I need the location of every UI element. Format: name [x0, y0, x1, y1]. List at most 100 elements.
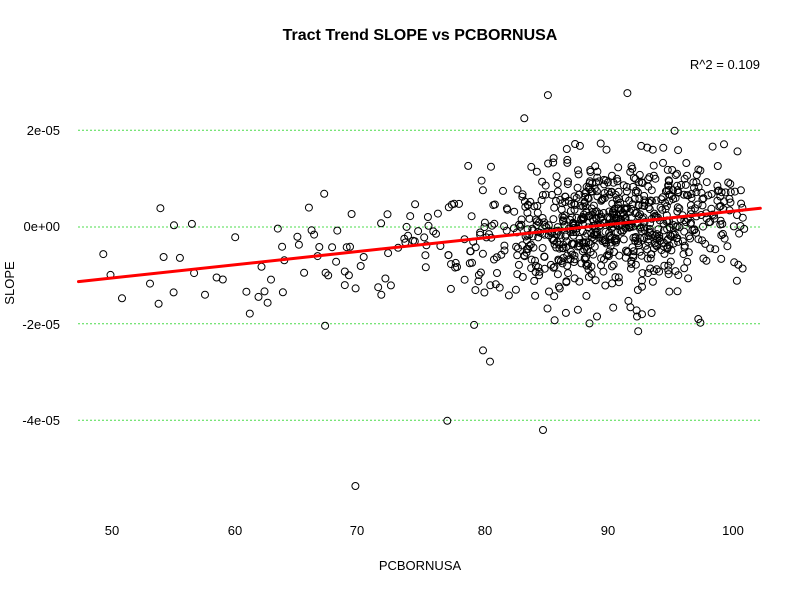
data-point	[545, 287, 553, 296]
data-point	[664, 235, 673, 244]
data-point	[582, 188, 591, 196]
data-point	[596, 139, 605, 148]
data-point	[563, 180, 572, 189]
data-point	[699, 254, 708, 263]
data-point	[522, 236, 531, 245]
data-point	[735, 229, 744, 238]
data-point	[527, 264, 536, 273]
data-point	[619, 181, 628, 190]
data-point	[523, 208, 532, 217]
data-point	[597, 212, 606, 221]
data-point	[630, 194, 639, 203]
data-point	[601, 238, 610, 247]
data-point	[673, 287, 682, 296]
data-point	[518, 192, 527, 201]
data-point	[627, 264, 635, 273]
data-point	[340, 267, 349, 276]
data-point	[627, 259, 636, 268]
data-point	[278, 242, 287, 251]
data-point	[655, 267, 664, 276]
data-point	[530, 202, 539, 211]
data-point	[170, 221, 178, 230]
data-point	[663, 225, 672, 234]
data-point	[562, 230, 570, 239]
data-point	[532, 221, 541, 230]
data-point	[730, 258, 739, 267]
data-point	[550, 292, 559, 301]
data-point	[686, 219, 695, 228]
data-point	[570, 255, 579, 264]
data-point	[724, 178, 733, 187]
data-point	[603, 178, 612, 187]
data-point	[647, 309, 656, 317]
data-point	[673, 234, 682, 243]
data-point	[490, 219, 499, 228]
data-point	[321, 321, 330, 330]
data-point	[467, 212, 476, 221]
data-point	[553, 179, 562, 188]
data-point	[664, 181, 673, 190]
data-point	[588, 233, 597, 242]
data-point	[307, 226, 316, 235]
data-point	[513, 270, 522, 279]
data-point	[522, 248, 531, 257]
data-point	[549, 154, 558, 163]
data-point	[613, 228, 622, 237]
data-point	[684, 274, 693, 283]
data-point	[628, 200, 637, 209]
data-point	[535, 267, 544, 276]
data-point	[550, 240, 559, 249]
data-point	[592, 214, 601, 223]
data-point	[432, 229, 440, 238]
data-point	[260, 287, 269, 296]
data-point	[533, 217, 541, 226]
data-point	[582, 291, 591, 300]
data-point	[629, 182, 637, 191]
data-point	[581, 192, 590, 201]
data-point	[347, 210, 356, 218]
data-point	[614, 273, 623, 282]
data-point	[689, 178, 698, 187]
data-point	[674, 146, 683, 155]
data-point	[704, 191, 713, 200]
data-point	[552, 172, 561, 181]
data-point	[605, 247, 614, 256]
data-point	[381, 274, 390, 283]
data-point	[500, 222, 509, 231]
data-point	[444, 251, 453, 260]
data-point	[342, 243, 351, 252]
data-point	[645, 224, 654, 233]
data-point	[561, 198, 570, 206]
data-point	[580, 245, 589, 254]
data-point	[608, 262, 616, 271]
data-point	[541, 190, 550, 199]
data-point	[649, 161, 658, 170]
data-point	[723, 242, 732, 251]
data-point	[118, 294, 126, 303]
data-point	[478, 186, 487, 195]
data-point	[635, 178, 643, 187]
y-tick--4e-05: -4e-05	[22, 413, 60, 428]
data-point	[555, 244, 564, 253]
data-point	[344, 271, 353, 280]
data-point	[726, 179, 735, 188]
data-point	[625, 207, 634, 216]
data-point	[464, 161, 473, 170]
x-tick-80: 80	[477, 523, 493, 538]
data-point	[558, 259, 567, 268]
data-point	[564, 269, 572, 278]
data-point	[601, 281, 610, 290]
data-point	[687, 206, 696, 215]
data-point	[527, 162, 536, 171]
data-point	[476, 268, 485, 277]
data-point	[402, 222, 411, 231]
data-point	[575, 239, 584, 248]
data-point	[466, 247, 475, 256]
data-point	[637, 141, 646, 150]
data-point	[600, 180, 609, 189]
data-point	[575, 141, 584, 150]
data-point	[643, 143, 652, 152]
data-point	[480, 223, 489, 232]
data-point	[614, 163, 623, 172]
